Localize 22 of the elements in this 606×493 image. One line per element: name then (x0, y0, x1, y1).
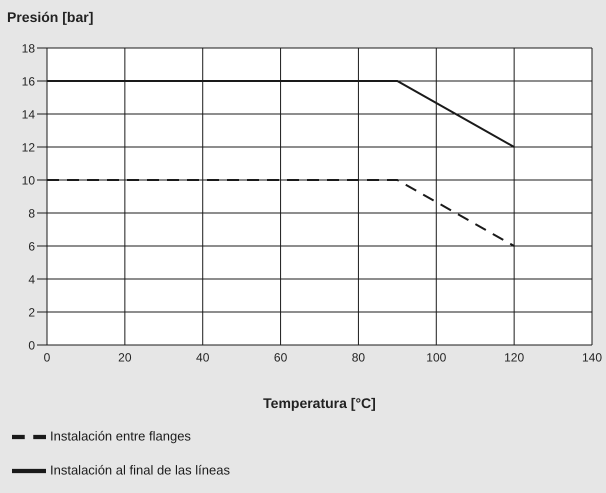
x-tick-label: 100 (426, 350, 447, 365)
y-tick-label: 14 (22, 107, 36, 122)
y-tick-label: 10 (22, 173, 36, 188)
x-tick-label: 40 (196, 350, 210, 365)
y-tick-label: 2 (28, 305, 36, 320)
x-tick-label: 80 (352, 350, 366, 365)
y-axis-title: Presión [bar] (7, 9, 94, 25)
x-tick-label: 0 (44, 350, 51, 365)
x-tick-label: 60 (274, 350, 288, 365)
y-tick-label: 12 (22, 140, 36, 154)
x-tick-label: 140 (582, 350, 602, 365)
y-tick-label: 16 (22, 74, 36, 88)
legend-label: Instalación entre flanges (50, 428, 191, 444)
y-tick-label: 0 (28, 338, 36, 352)
x-tick-label: 120 (504, 350, 524, 365)
y-tick-label: 8 (28, 206, 36, 220)
x-axis-title: Temperatura [°C] (263, 395, 376, 411)
x-tick-label: 20 (118, 350, 132, 365)
y-tick-label: 18 (22, 41, 36, 56)
y-tick-label: 6 (28, 239, 36, 254)
y-tick-label: 4 (28, 272, 36, 286)
legend-label: Instalación al final de las líneas (50, 462, 230, 478)
